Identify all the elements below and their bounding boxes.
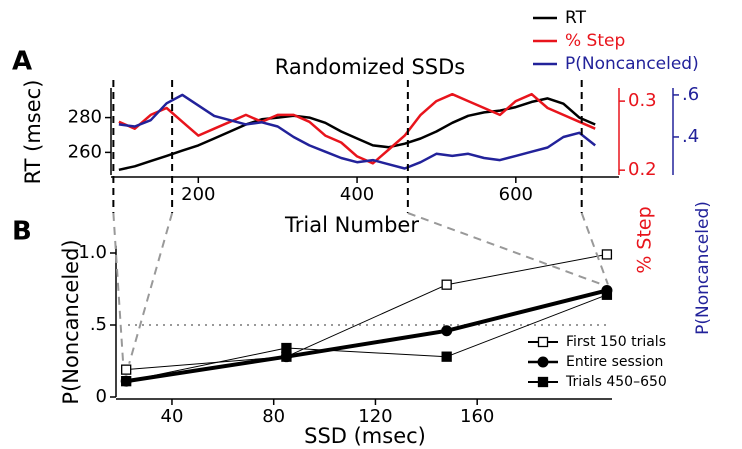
legend-label: Entire session: [566, 354, 663, 370]
data-point: [441, 325, 453, 337]
data-point: [121, 364, 132, 375]
y-axis-label: RT (msec): [21, 80, 45, 185]
data-line: [118, 92, 596, 165]
y-axis-label: P(Noncanceled): [59, 239, 83, 404]
y-axis-tick-label: 0: [96, 386, 107, 407]
y3-axis-tick-label: .6: [682, 84, 699, 105]
x-axis-tick-label: 80: [262, 406, 285, 427]
data-line: [118, 97, 596, 172]
x-axis-tick-label: 200: [181, 184, 215, 205]
x-axis-tick-label: 120: [358, 406, 392, 427]
legend-label: RT: [565, 8, 587, 28]
connector: [407, 212, 603, 286]
connector: [580, 212, 609, 285]
y-axis-tick-label: 260: [68, 141, 102, 162]
x-axis-tick-label: 600: [499, 184, 533, 205]
y3-axis-label: P(Noncanceled): [693, 201, 713, 335]
legend-marker: [537, 376, 549, 388]
legend-marker: [537, 336, 549, 348]
legend-label: P(Noncanceled): [565, 54, 699, 74]
data-line: [125, 288, 608, 384]
y2-axis-tick-label: 0.3: [628, 90, 657, 111]
legend-label: % Step: [565, 31, 625, 51]
legend-marker: [537, 356, 549, 368]
y-axis-tick-label: .5: [90, 314, 107, 335]
data-point: [601, 249, 613, 260]
data-line: [126, 294, 608, 382]
data-point: [280, 351, 292, 363]
data-line: [118, 93, 596, 170]
panel-label: B: [12, 217, 32, 247]
x-axis-tick-label: 40: [161, 406, 184, 427]
data-point: [601, 289, 613, 300]
x-axis-tick-label: 160: [460, 406, 494, 427]
connector: [128, 212, 174, 364]
y2-axis-tick-label: 0.2: [628, 159, 657, 180]
data-point: [121, 376, 132, 387]
legend-label: Trials 450–650: [565, 374, 667, 390]
panel-label: A: [12, 47, 32, 77]
y-axis-tick-label: 280: [68, 107, 102, 128]
data-line: [126, 253, 607, 371]
connector: [112, 212, 125, 364]
legend-label: First 150 trials: [566, 334, 666, 350]
data-point: [281, 342, 292, 354]
data-point: [441, 351, 452, 362]
y3-axis-tick-label: .4: [682, 126, 699, 147]
y2-axis-label: % Step: [634, 206, 656, 273]
data-point: [441, 279, 452, 290]
y-axis-tick-label: 1.0: [78, 242, 107, 263]
x-axis-label: SSD (msec): [304, 424, 426, 448]
x-axis-label: Trial Number: [284, 213, 419, 237]
x-axis-tick-label: 400: [340, 184, 374, 205]
chart-title: Randomized SSDs: [275, 55, 466, 79]
